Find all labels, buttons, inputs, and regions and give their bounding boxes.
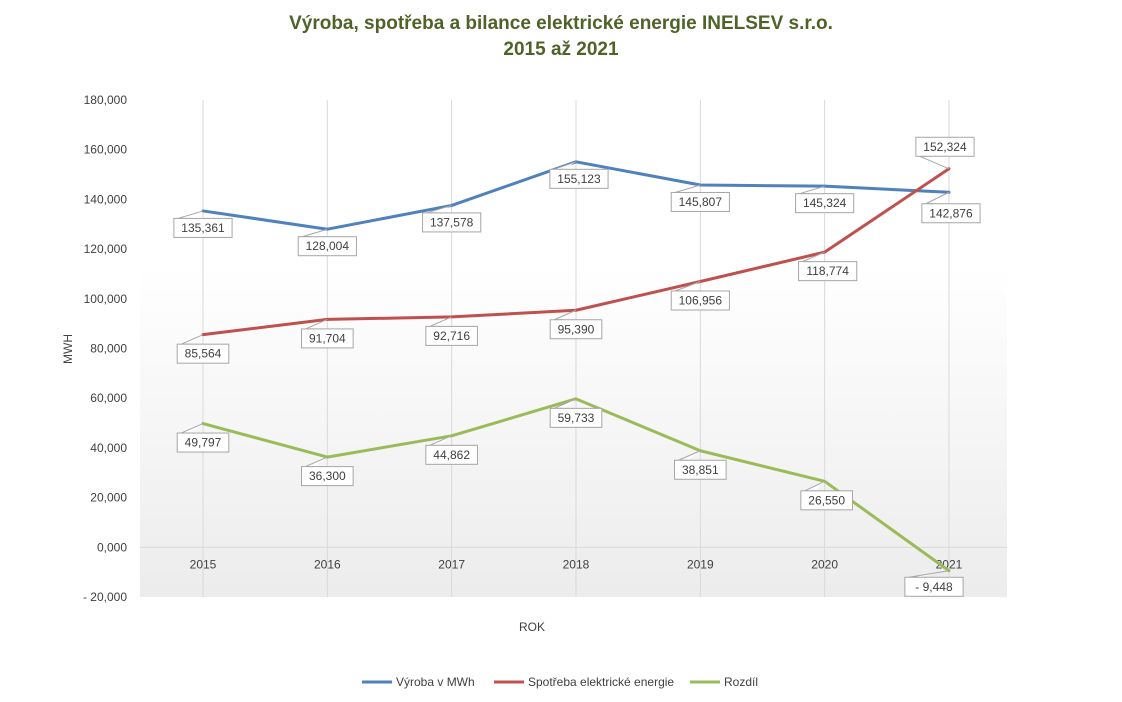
data-label-box <box>173 217 233 238</box>
data-label: 36,300 <box>301 456 354 487</box>
y-tick-label: 40,000 <box>90 441 127 455</box>
data-label-text: 95,390 <box>558 322 595 336</box>
x-tick-label-2020: 2020 <box>811 557 838 571</box>
data-label-text: 106,956 <box>679 294 723 308</box>
data-label-box <box>915 136 975 157</box>
data-label: 137,578 <box>422 204 482 233</box>
chart-title: Výroba, spotřeba a bilance elektrické en… <box>289 13 833 34</box>
data-label-box <box>422 212 482 233</box>
y-tick-label: 80,000 <box>90 342 127 356</box>
data-label-text: 38,851 <box>682 463 719 477</box>
data-label-box <box>904 576 964 597</box>
data-label-box <box>921 203 981 224</box>
data-label-text: 145,807 <box>679 195 723 209</box>
x-axis-title: ROK <box>519 620 545 634</box>
data-label-box <box>674 459 727 480</box>
data-label-text: 128,004 <box>306 239 350 253</box>
y-tick-label: 0,000 <box>97 540 127 554</box>
legend-label: Rozdíl <box>724 675 758 689</box>
data-label-box <box>301 466 354 487</box>
x-tick-label-2016: 2016 <box>314 557 341 571</box>
data-label-text: 152,324 <box>923 140 967 154</box>
data-label: 91,704 <box>301 318 354 349</box>
data-label: 118,774 <box>798 251 858 282</box>
data-label-box <box>798 261 858 282</box>
data-labels: 135,361 128,004 137,578 155,123 145,807 145,3… <box>173 136 981 597</box>
data-label-box <box>549 407 603 428</box>
data-label: 106,956 <box>670 281 730 311</box>
data-label-text: 36,300 <box>309 469 346 483</box>
data-label-box <box>301 328 354 349</box>
data-label-text: 118,774 <box>806 264 849 278</box>
data-label-text: 26,550 <box>808 493 845 507</box>
chart-subtitle: 2015 až 2021 <box>503 39 619 60</box>
data-label: 92,716 <box>425 316 478 346</box>
data-label-box <box>176 343 230 364</box>
y-tick-label: 100,000 <box>84 292 128 306</box>
y-tick-label: 20,000 <box>90 491 127 505</box>
data-label: 142,876 <box>921 191 981 224</box>
x-tick-label-2017: 2017 <box>438 557 465 571</box>
legend: Výroba v MWh Spotřeba elektrické energie R… <box>362 675 758 689</box>
data-label: 59,733 <box>549 398 603 428</box>
y-tick-label: 120,000 <box>84 242 128 256</box>
legend-label: Spotřeba elektrické energie <box>528 675 674 689</box>
data-label-text: 85,564 <box>185 347 222 361</box>
data-label-text: 135,361 <box>181 221 225 235</box>
data-label: 135,361 <box>173 210 233 238</box>
y-tick-label: 140,000 <box>84 192 128 206</box>
data-label-text: 44,862 <box>433 448 470 462</box>
data-label: 155,123 <box>549 161 609 189</box>
data-label-box <box>795 193 855 214</box>
x-tick-label-2015: 2015 <box>190 557 217 571</box>
data-label-box <box>549 319 603 340</box>
data-label: 145,807 <box>670 184 730 212</box>
data-label-text: 91,704 <box>309 331 346 345</box>
data-label-box <box>670 290 730 311</box>
data-label-text: - 9,448 <box>915 580 953 594</box>
data-label-box <box>425 444 478 465</box>
x-tick-label-2019: 2019 <box>687 557 714 571</box>
x-axis-ticks: 2015 2016 2017 2018 2019 2020 2021 <box>190 557 963 571</box>
data-label: 38,851 <box>674 450 727 480</box>
data-label-text: 92,716 <box>433 329 470 343</box>
data-label-text: 137,578 <box>430 215 474 229</box>
data-label-box <box>800 490 853 511</box>
x-tick-label-2018: 2018 <box>563 557 590 571</box>
data-label-box <box>297 236 357 257</box>
data-label-box <box>176 432 230 453</box>
data-label-text: 145,324 <box>803 196 847 210</box>
legend-item-1: Spotřeba elektrické energie <box>494 675 674 689</box>
data-label-box <box>549 168 609 189</box>
legend-item-0: Výroba v MWh <box>362 675 475 689</box>
y-tick-label: 180,000 <box>84 93 128 107</box>
data-label: 85,564 <box>176 334 230 364</box>
data-label-text: 155,123 <box>557 172 601 186</box>
y-tick-label: - 20,000 <box>83 590 127 604</box>
data-label: 152,324 <box>915 136 975 170</box>
legend-item-2: Rozdíl <box>690 675 758 689</box>
y-tick-label: 160,000 <box>84 143 128 157</box>
data-label: - 9,448 <box>904 570 964 597</box>
data-label-box <box>670 191 730 212</box>
data-label-text: 49,797 <box>185 436 222 450</box>
data-label: 128,004 <box>297 228 357 257</box>
y-axis-title: MWH <box>61 334 75 364</box>
data-label: 49,797 <box>176 423 230 453</box>
data-label-text: 59,733 <box>558 411 595 425</box>
legend-label: Výroba v MWh <box>396 675 475 689</box>
data-label: 44,862 <box>425 435 478 465</box>
data-label-box <box>425 325 478 346</box>
data-label-text: 142,876 <box>929 206 973 220</box>
y-tick-label: 60,000 <box>90 391 127 405</box>
y-axis-ticks: 180,000 160,000 140,000 120,000 100,000 80,00… <box>83 93 127 604</box>
data-label: 26,550 <box>800 480 853 511</box>
data-label: 145,324 <box>795 185 855 214</box>
data-label: 95,390 <box>549 309 603 340</box>
